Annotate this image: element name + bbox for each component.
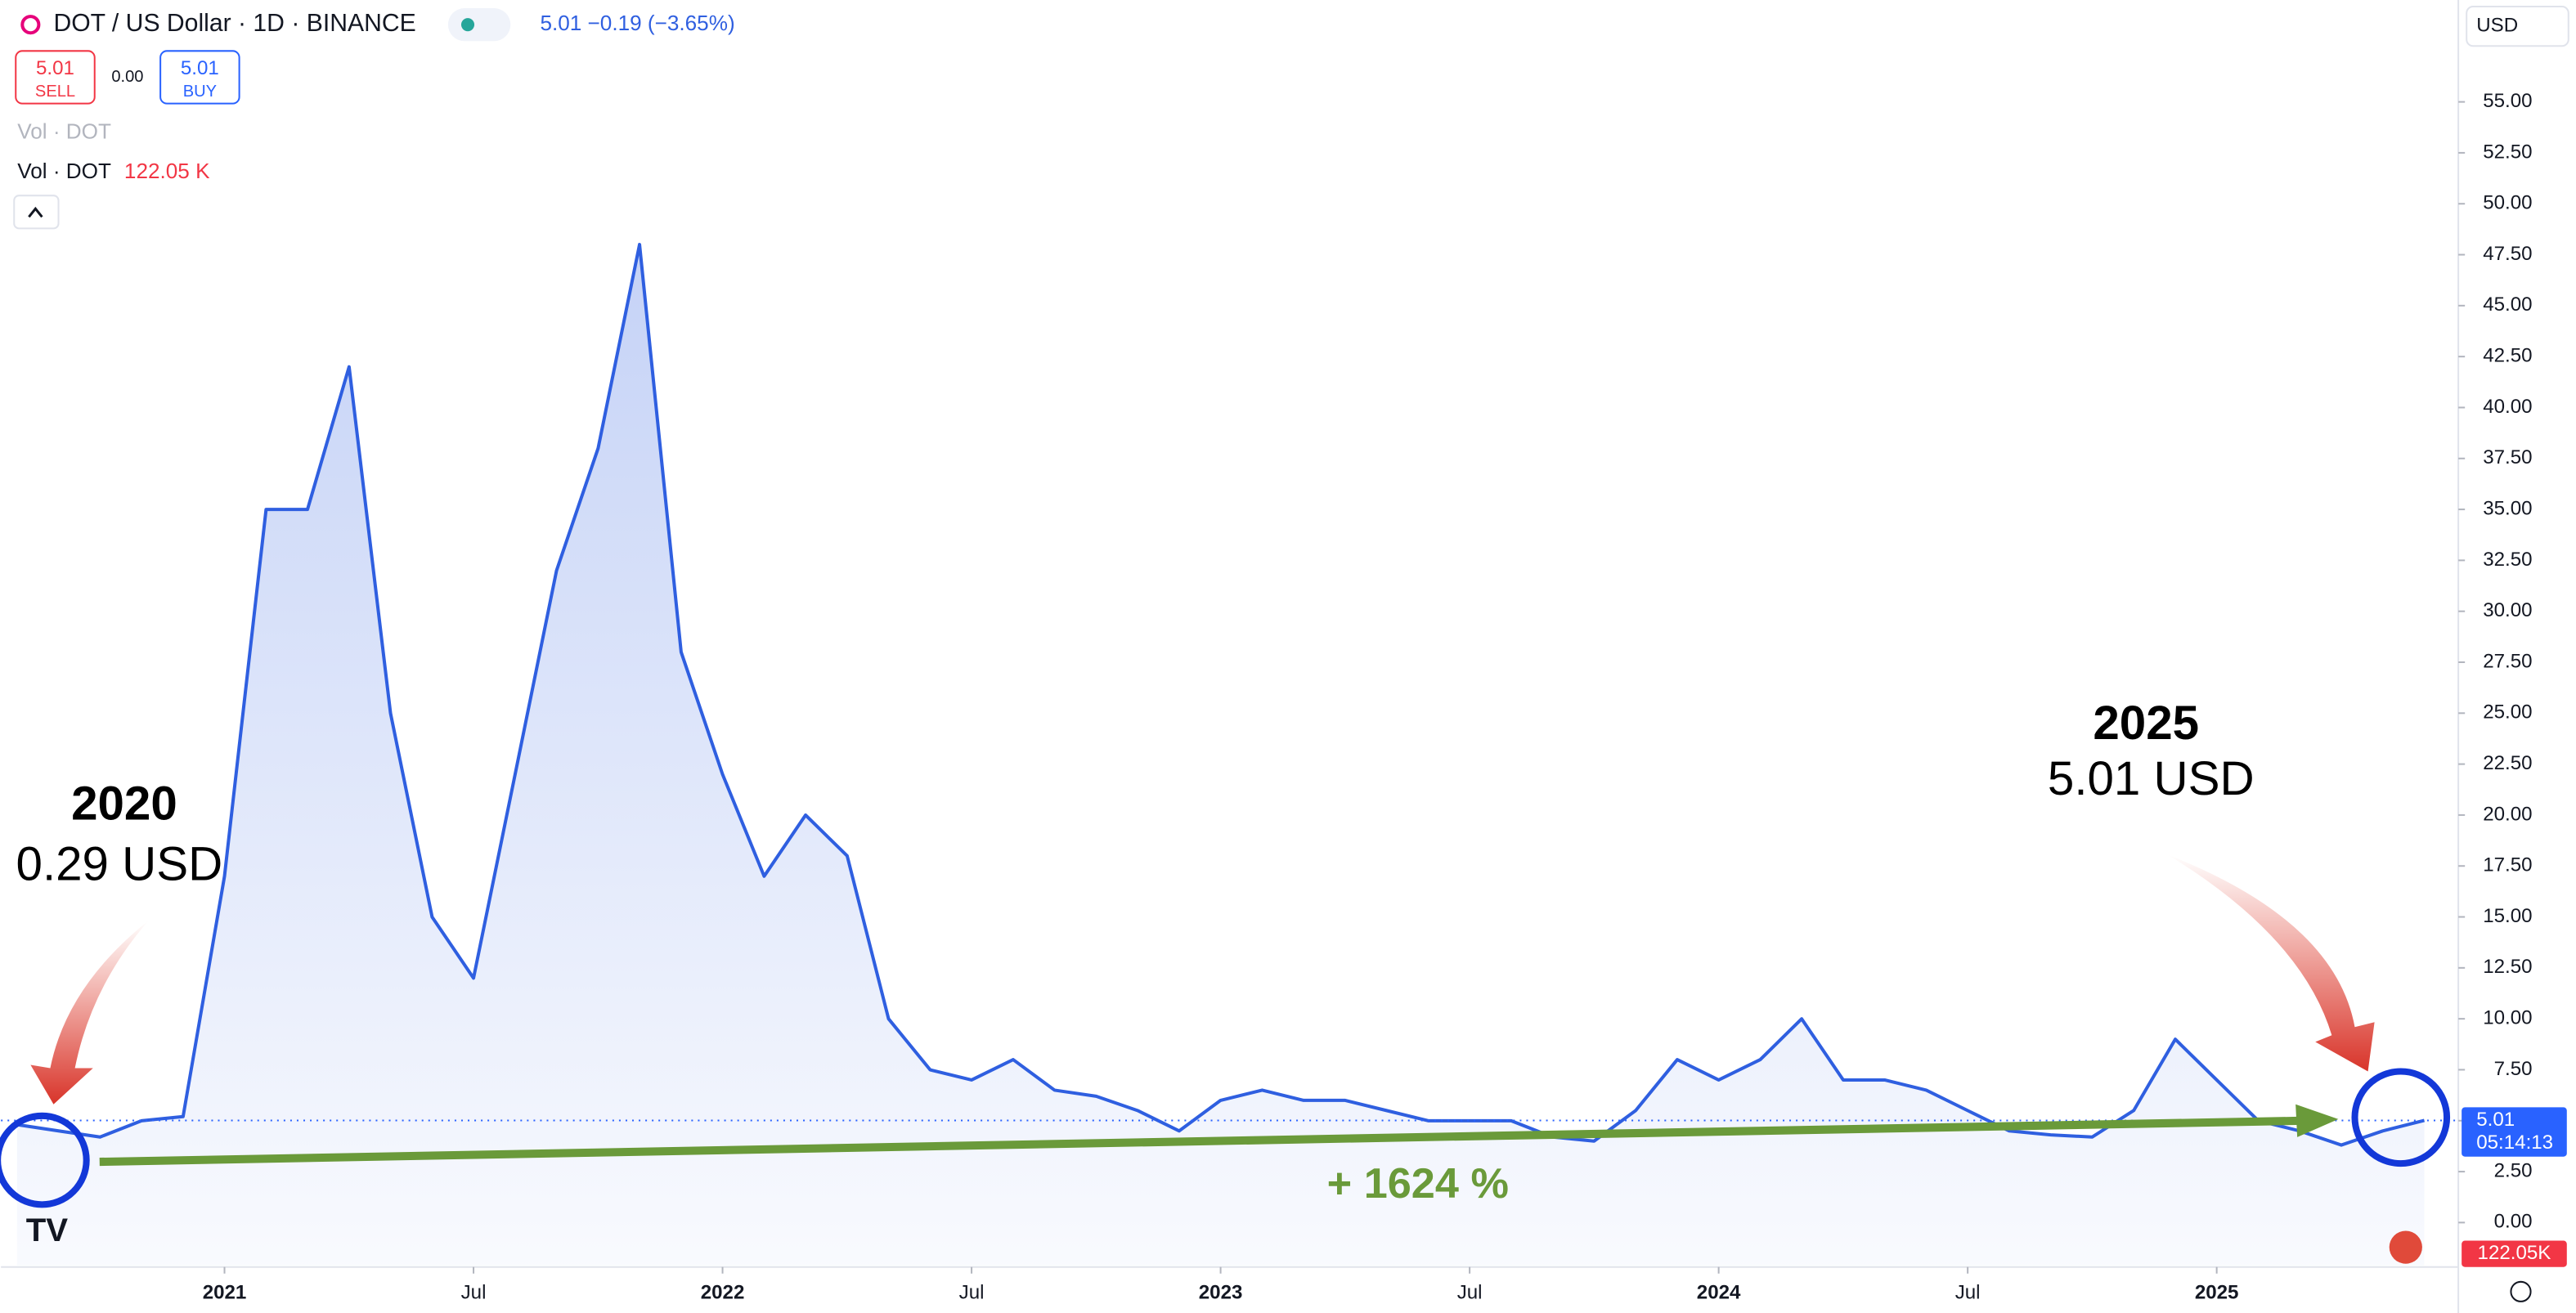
symbol-title: DOT / US Dollar · 1D · BINANCE bbox=[53, 10, 415, 37]
y-tick-label: 50.00 bbox=[2483, 192, 2532, 214]
red-arrow bbox=[2167, 854, 2375, 1072]
y-tick-label: 42.50 bbox=[2483, 345, 2532, 367]
y-tick-label: 2.50 bbox=[2494, 1159, 2533, 1181]
plot-area bbox=[1, 243, 2459, 1266]
countdown: 05:14:13 bbox=[2476, 1132, 2553, 1154]
y-tick-label: 20.00 bbox=[2483, 803, 2532, 825]
price-line bbox=[16, 243, 2426, 1147]
last-price-tag bbox=[2462, 1107, 2567, 1157]
y-tick-label: 47.50 bbox=[2483, 243, 2532, 265]
y-tick-label: 35.00 bbox=[2483, 497, 2532, 519]
y-tick-label: 30.00 bbox=[2483, 599, 2532, 621]
volume-legend-value: 122.05 K bbox=[124, 159, 210, 183]
y-tick-label: 7.50 bbox=[2494, 1058, 2533, 1080]
volume-legend: Vol · DOT bbox=[17, 159, 111, 183]
symbol-icon bbox=[20, 15, 41, 35]
status-dot bbox=[460, 18, 475, 32]
sell-button[interactable] bbox=[15, 50, 96, 105]
x-tick-label: 2023 bbox=[1199, 1281, 1243, 1303]
status-pill[interactable] bbox=[447, 8, 511, 42]
last-price-label: 5.01 bbox=[2476, 1109, 2515, 1131]
x-tick-label: 2021 bbox=[203, 1281, 247, 1303]
trend-arrow bbox=[99, 1116, 2303, 1167]
y-tick-label: 17.50 bbox=[2483, 854, 2532, 876]
hidden-volume-legend: Vol · DOT bbox=[17, 119, 111, 144]
y-tick-label: 10.00 bbox=[2483, 1007, 2532, 1029]
y-tick-label: 32.50 bbox=[2483, 549, 2532, 571]
red-arrow bbox=[30, 920, 150, 1105]
volume-tag-label: 122.05K bbox=[2478, 1242, 2551, 1264]
area-fill bbox=[16, 244, 2425, 1266]
annotation-price: 5.01 USD bbox=[2048, 752, 2255, 805]
logo: TV bbox=[26, 1212, 69, 1248]
sell-price: 5.01 bbox=[36, 57, 74, 79]
x-tick-label: Jul bbox=[1955, 1281, 1981, 1303]
buy-button[interactable] bbox=[159, 50, 240, 105]
annotation-year: 2020 bbox=[71, 777, 177, 830]
x-tick-label: 2024 bbox=[1697, 1281, 1741, 1303]
annotation-year: 2025 bbox=[2093, 697, 2199, 750]
flag-icon bbox=[2389, 1230, 2422, 1264]
y-tick-label: 12.50 bbox=[2483, 956, 2532, 978]
y-tick-label: 52.50 bbox=[2483, 141, 2532, 163]
y-tick-label: 55.00 bbox=[2483, 90, 2532, 112]
x-tick-label: 2025 bbox=[2195, 1281, 2239, 1303]
settings-icon[interactable] bbox=[2510, 1280, 2532, 1302]
collapse-button[interactable] bbox=[13, 195, 60, 230]
y-tick-label: 27.50 bbox=[2483, 650, 2532, 672]
y-tick-label: 45.00 bbox=[2483, 294, 2532, 316]
buy-label: BUY bbox=[183, 83, 217, 101]
x-tick-label: Jul bbox=[1457, 1281, 1483, 1303]
chevron bbox=[28, 206, 43, 218]
y-tick-label: 15.00 bbox=[2483, 905, 2532, 927]
x-tick-label: Jul bbox=[959, 1281, 985, 1303]
y-tick-label: 22.50 bbox=[2483, 752, 2532, 774]
sell-label: SELL bbox=[35, 83, 75, 101]
x-tick-label: Jul bbox=[461, 1281, 487, 1303]
y-tick-label: 37.50 bbox=[2483, 446, 2532, 468]
volume-tag bbox=[2462, 1240, 2567, 1267]
highlight-circle bbox=[2351, 1068, 2451, 1167]
trend-arrow-head bbox=[2296, 1104, 2339, 1137]
annotation-price: 0.29 USD bbox=[16, 838, 223, 891]
highlight-circle bbox=[0, 1112, 90, 1208]
x-tick-label: 2022 bbox=[701, 1281, 745, 1303]
y-tick-label: 25.00 bbox=[2483, 701, 2532, 724]
currency: USD bbox=[2476, 15, 2518, 37]
annotation-gain: + 1624 % bbox=[1327, 1160, 1509, 1208]
y-tick-label: 0.00 bbox=[2494, 1211, 2533, 1233]
spread: 0.00 bbox=[111, 68, 143, 86]
quote: 5.01 −0.19 (−3.65%) bbox=[540, 11, 734, 35]
currency-select[interactable] bbox=[2466, 6, 2569, 47]
y-tick-label: 40.00 bbox=[2483, 396, 2532, 418]
buy-price: 5.01 bbox=[181, 57, 219, 79]
